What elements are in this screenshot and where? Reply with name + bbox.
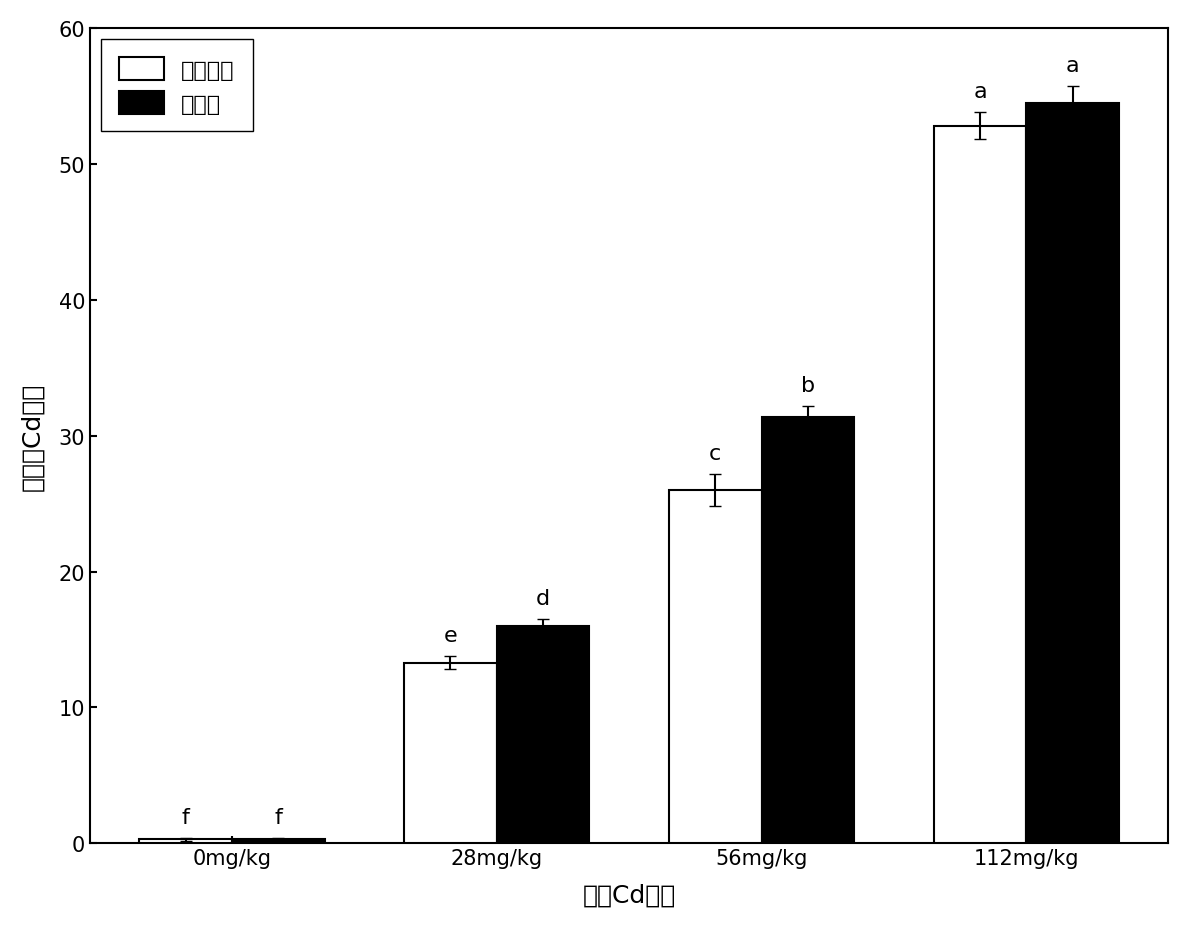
- Legend: 未接菌组, 接菌组: 未接菌组, 接菌组: [101, 40, 252, 133]
- Text: b: b: [801, 375, 814, 396]
- Text: e: e: [443, 626, 458, 645]
- Text: c: c: [709, 443, 722, 464]
- Bar: [139, 840, 232, 844]
- Text: f: f: [182, 807, 189, 827]
- Bar: [1026, 104, 1119, 844]
- Bar: [232, 840, 325, 844]
- Text: a: a: [1067, 57, 1080, 76]
- X-axis label: 土壤Cd浓度: 土壤Cd浓度: [583, 883, 675, 907]
- Y-axis label: 有效态Cd浓度: 有效态Cd浓度: [21, 382, 45, 490]
- Bar: [933, 127, 1026, 844]
- Text: d: d: [536, 589, 551, 609]
- Text: f: f: [275, 807, 282, 827]
- Text: a: a: [974, 83, 987, 102]
- Bar: [762, 417, 855, 844]
- Bar: [669, 490, 762, 844]
- Bar: [404, 663, 497, 844]
- Bar: [497, 627, 590, 844]
